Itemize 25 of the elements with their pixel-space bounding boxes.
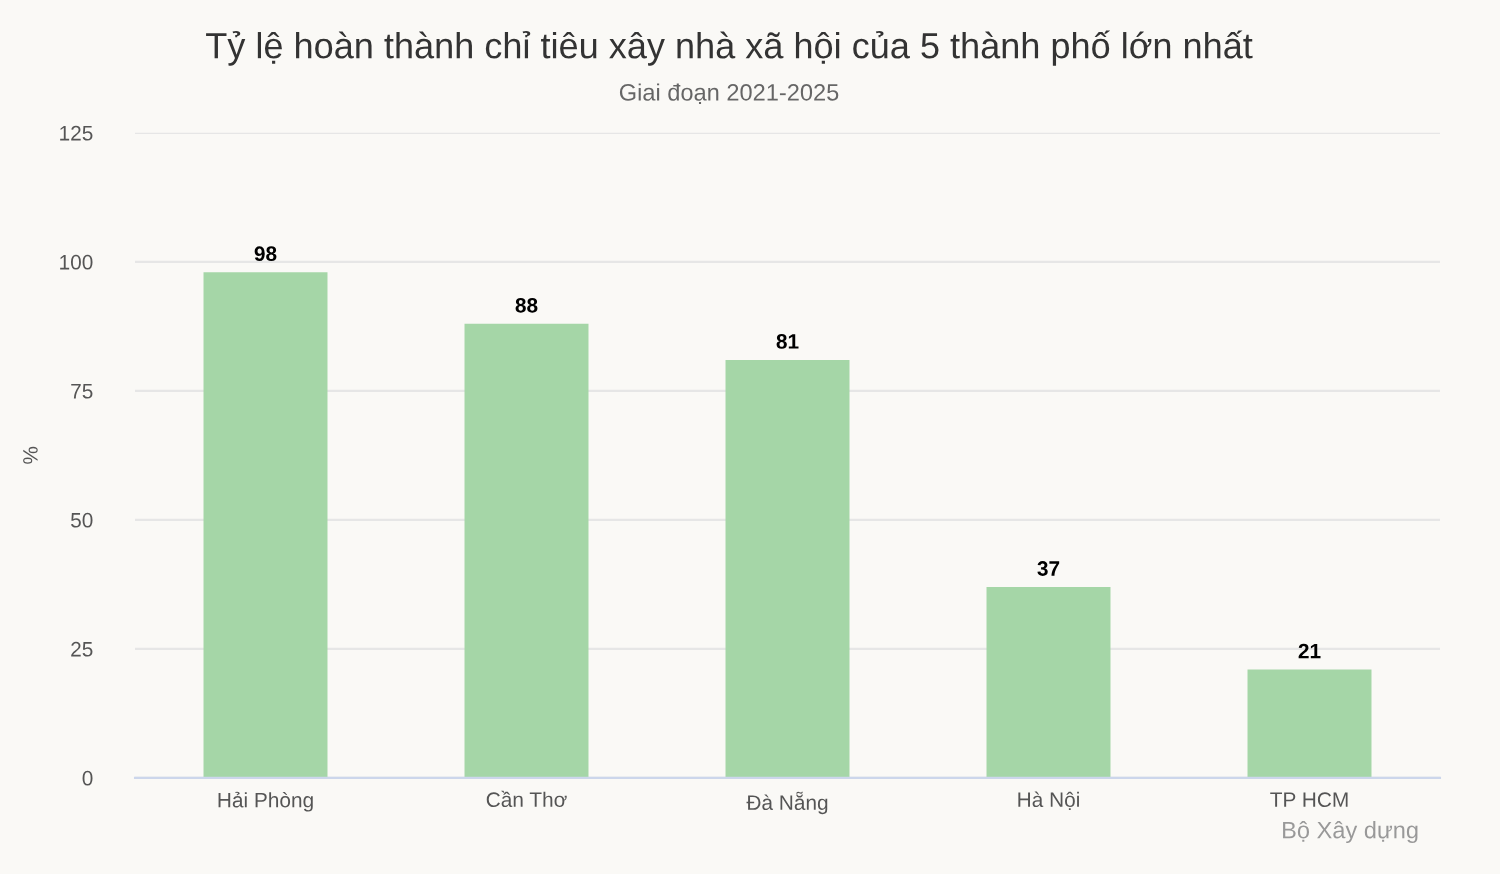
y-tick-label: 0 [82,770,93,786]
chart-title: Tỷ lệ hoàn thành chỉ tiêu xây nhà xã hội của 5 thành phố lớn nhất [206,30,1253,66]
x-tick-label: Cần Thơ [486,790,567,808]
bar [1247,669,1372,778]
data-label: 21 [1298,643,1321,659]
bar [986,586,1111,778]
x-tick-label: TP HCM [1270,792,1348,808]
data-label: 37 [1037,561,1060,576]
y-tick-label: 25 [71,641,93,657]
bar [203,272,328,778]
text: Bộ Xây dựng [1283,821,1418,844]
data-label: 98 [254,246,277,262]
chart-subtitle: Giai đoạn 2021-2025 [619,83,839,105]
y-tick-label: 75 [71,384,93,399]
data-label: 81 [776,334,799,349]
y-tick-label: 100 [60,254,93,270]
bar [725,359,850,778]
y-tick-label: 50 [71,512,93,528]
x-tick-label: Đà Nẵng [746,791,828,815]
x-tick-label: Hải Phòng [218,791,313,812]
data-label: 88 [515,297,538,313]
x-tick-label: Hà Nội [1018,791,1079,811]
y-tick-label: 125 [60,125,93,141]
y-axis-title: % [23,446,38,464]
bar [464,323,589,778]
